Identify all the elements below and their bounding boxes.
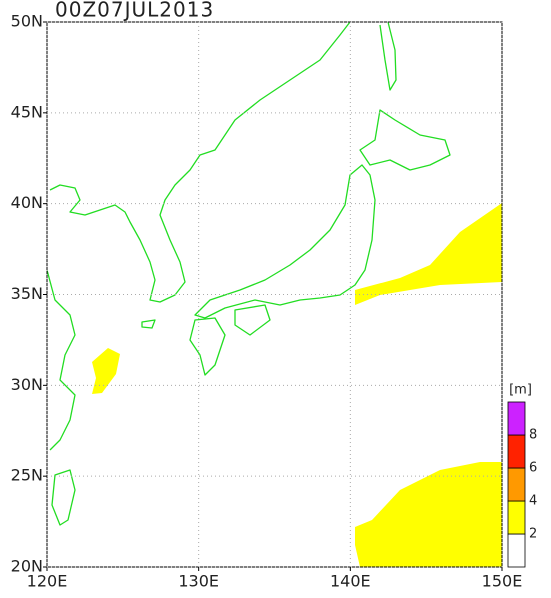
y-tick-label: 40N	[11, 193, 43, 212]
coastline	[359, 109, 451, 171]
x-tick-label: 140E	[330, 572, 371, 591]
colorbar-label: 2	[529, 527, 537, 542]
coastline	[46, 269, 76, 451]
coastline	[189, 317, 226, 376]
colorbar-unit: [m]	[509, 383, 532, 398]
x-tick-label: 130E	[178, 572, 219, 591]
wave-region	[355, 462, 502, 567]
y-tick-label: 20N	[11, 557, 43, 576]
colorbar-box	[507, 467, 526, 502]
coastline	[379, 21, 397, 91]
y-tick-label: 30N	[11, 375, 43, 394]
coastline	[49, 21, 351, 303]
coastlines	[46, 21, 451, 526]
coastline	[51, 469, 76, 526]
colorbar-box	[507, 500, 526, 535]
coastline	[234, 304, 271, 336]
colorbar-box	[507, 401, 526, 436]
coastline	[141, 319, 156, 329]
colorbar-box	[507, 434, 526, 469]
wave-area	[92, 203, 502, 567]
x-tick-label: 120E	[27, 572, 68, 591]
y-tick-label: 50N	[11, 12, 43, 31]
y-tick-label: 25N	[11, 466, 43, 485]
x-tick-label: 150E	[482, 572, 523, 591]
colorbar-label: 8	[529, 428, 537, 443]
wave-region	[92, 348, 120, 394]
y-tick-label: 45N	[11, 102, 43, 121]
colorbar-label: 4	[529, 494, 537, 509]
y-tick-label: 35N	[11, 284, 43, 303]
colorbar-label: 6	[529, 461, 537, 476]
map-title: 00Z07JUL2013	[55, 0, 214, 22]
wave-region	[355, 203, 502, 305]
coastline	[194, 164, 376, 319]
colorbar-box	[507, 533, 526, 568]
